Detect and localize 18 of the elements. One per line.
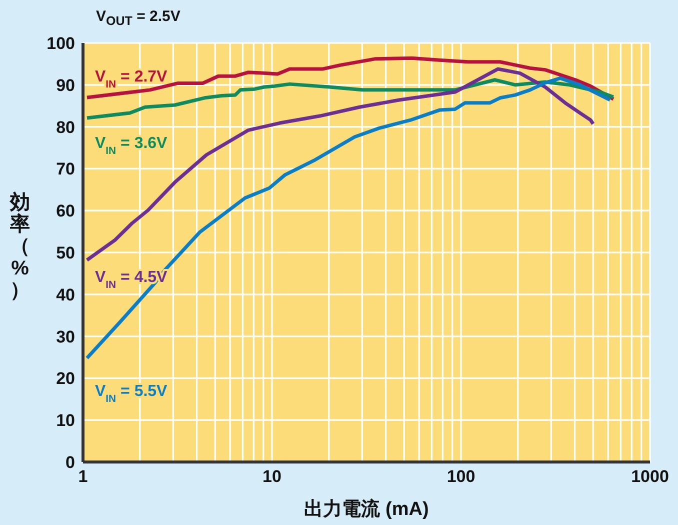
y-tick-label: 10 (56, 411, 75, 430)
x-tick-label: 100 (446, 467, 476, 486)
y-axis-title: 効率（%） (9, 190, 30, 302)
text: V$_{OUT}$ = 2.5V (96, 8, 180, 28)
y-tick-label: 100 (46, 34, 75, 54)
y-tick-label: 50 (56, 244, 75, 263)
x-tick-label: 10 (262, 467, 282, 486)
y-tick-label: 90 (56, 76, 75, 95)
y-tick-label: 0 (66, 453, 75, 472)
y-tick-label: 70 (56, 160, 75, 179)
y-tick-label: 80 (56, 118, 75, 137)
y-tick-label: 30 (56, 327, 75, 346)
x-axis-title: 出力電流 (mA) (304, 498, 429, 520)
x-tick-label: 1000 (631, 467, 669, 486)
y-tick-label: 40 (56, 285, 75, 304)
y-tick-label: 60 (56, 202, 75, 221)
x-tick-label: 1 (78, 467, 88, 486)
y-tick-label: 20 (56, 369, 75, 388)
